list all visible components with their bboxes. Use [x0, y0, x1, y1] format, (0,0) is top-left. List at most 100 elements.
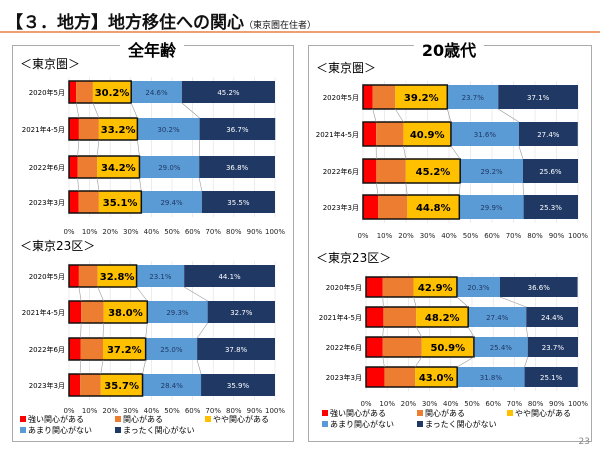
none-label: 36.8%	[226, 164, 249, 172]
legend-swatch	[322, 421, 328, 427]
bar-segment	[522, 159, 578, 183]
connector-line	[524, 356, 529, 368]
connector-line	[382, 296, 384, 308]
none-label: 36.6%	[528, 284, 551, 292]
legend-label: あまり関心がない	[330, 419, 394, 429]
bar-segment	[527, 337, 578, 357]
category-label: 2020年5月	[29, 272, 65, 281]
none-label: 23.7%	[542, 344, 565, 352]
bar-segment	[69, 265, 79, 287]
bar-segment	[181, 81, 275, 103]
bar-segment	[78, 118, 99, 140]
little-label: 27.4%	[486, 314, 509, 322]
category-label: 2023年3月	[323, 203, 359, 212]
total-label: 30.2%	[95, 88, 130, 99]
bar-segment	[142, 374, 202, 396]
bar-segment	[450, 122, 519, 146]
x-tick-label: 50%	[164, 407, 180, 415]
none-label: 27.4%	[537, 131, 560, 139]
little-label: 25.4%	[490, 344, 513, 352]
x-tick-label: 40%	[443, 400, 459, 408]
little-label: 28.4%	[161, 382, 184, 390]
interest-total-box	[362, 121, 452, 147]
bar-segment	[473, 337, 528, 357]
bar-segment	[80, 374, 101, 396]
bar-segment	[201, 374, 275, 396]
bar-segment	[81, 301, 104, 323]
category-label: 2022年6月	[323, 167, 359, 176]
interest-total-box	[365, 276, 458, 298]
none-label: 25.3%	[540, 204, 563, 212]
x-tick-label: 100%	[265, 407, 285, 415]
connector-line	[142, 359, 146, 375]
category-label: 2020年5月	[326, 283, 362, 292]
x-tick-label: 50%	[463, 232, 479, 240]
connector-line	[97, 286, 104, 302]
connector-line	[459, 182, 461, 196]
page-number: 23	[578, 437, 590, 447]
total-label: 39.2%	[404, 93, 439, 104]
bar-segment	[103, 301, 148, 323]
legend-label: やや関心がある	[213, 414, 269, 424]
connector-line	[394, 108, 404, 123]
x-tick-label: 70%	[507, 400, 523, 408]
x-tick-label: 20%	[398, 232, 414, 240]
x-tick-label: 100%	[568, 400, 588, 408]
connector-line	[102, 322, 104, 339]
little-label: 29.4%	[160, 199, 183, 207]
x-tick-label: 0%	[63, 407, 74, 415]
connector-line	[467, 326, 475, 338]
bar-segment	[526, 307, 578, 327]
x-tick-label: 60%	[485, 400, 501, 408]
x-tick-label: 100%	[568, 232, 588, 240]
none-label: 44.1%	[218, 273, 241, 281]
little-label: 20.3%	[467, 284, 490, 292]
total-label: 50.9%	[430, 343, 465, 354]
total-label: 40.9%	[410, 130, 445, 141]
legend-label: 関心がある	[425, 408, 465, 418]
category-label: 2023年3月	[29, 198, 65, 207]
bar-segment	[184, 265, 275, 287]
little-label: 30.2%	[157, 126, 180, 134]
category-label: 2023年3月	[29, 381, 65, 390]
x-tick-label: 40%	[441, 232, 457, 240]
x-tick-label: 60%	[185, 228, 201, 236]
bar-segment	[76, 81, 93, 103]
connector-line	[522, 182, 524, 196]
bar-segment	[77, 156, 98, 178]
bar-segment	[363, 122, 377, 146]
bar-segment	[69, 301, 82, 323]
bar-segment	[384, 367, 416, 387]
bar-segment	[145, 338, 198, 360]
little-label: 29.9%	[480, 204, 503, 212]
category-label: 2021年4-5月	[319, 313, 362, 322]
chart-subtitle: ＜東京23区＞	[20, 239, 95, 253]
bar-segment	[136, 265, 185, 287]
little-label: 25.0%	[160, 346, 183, 354]
connector-line	[196, 322, 208, 339]
x-tick-label: 30%	[422, 400, 438, 408]
connector-line	[77, 139, 80, 157]
bar-segment	[131, 81, 182, 103]
bar-segment	[366, 277, 383, 297]
connector-line	[137, 139, 140, 157]
bar-segment	[415, 367, 458, 387]
bar-segment	[457, 367, 525, 387]
connector-line	[372, 108, 377, 123]
legend-swatch	[417, 410, 423, 416]
bar-segment	[147, 301, 208, 323]
x-tick-label: 60%	[185, 407, 201, 415]
bar-segment	[383, 307, 417, 327]
bar-segment	[69, 118, 79, 140]
bar-segment	[100, 374, 143, 396]
x-tick-label: 10%	[377, 232, 393, 240]
connector-line	[457, 356, 475, 368]
none-label: 37.8%	[225, 346, 248, 354]
bar-segment	[69, 338, 81, 360]
bar-segment	[372, 85, 396, 109]
bar-segment	[199, 118, 276, 140]
interest-total-box	[68, 80, 132, 104]
category-label: 2022年6月	[29, 345, 65, 354]
connector-line	[518, 145, 524, 160]
